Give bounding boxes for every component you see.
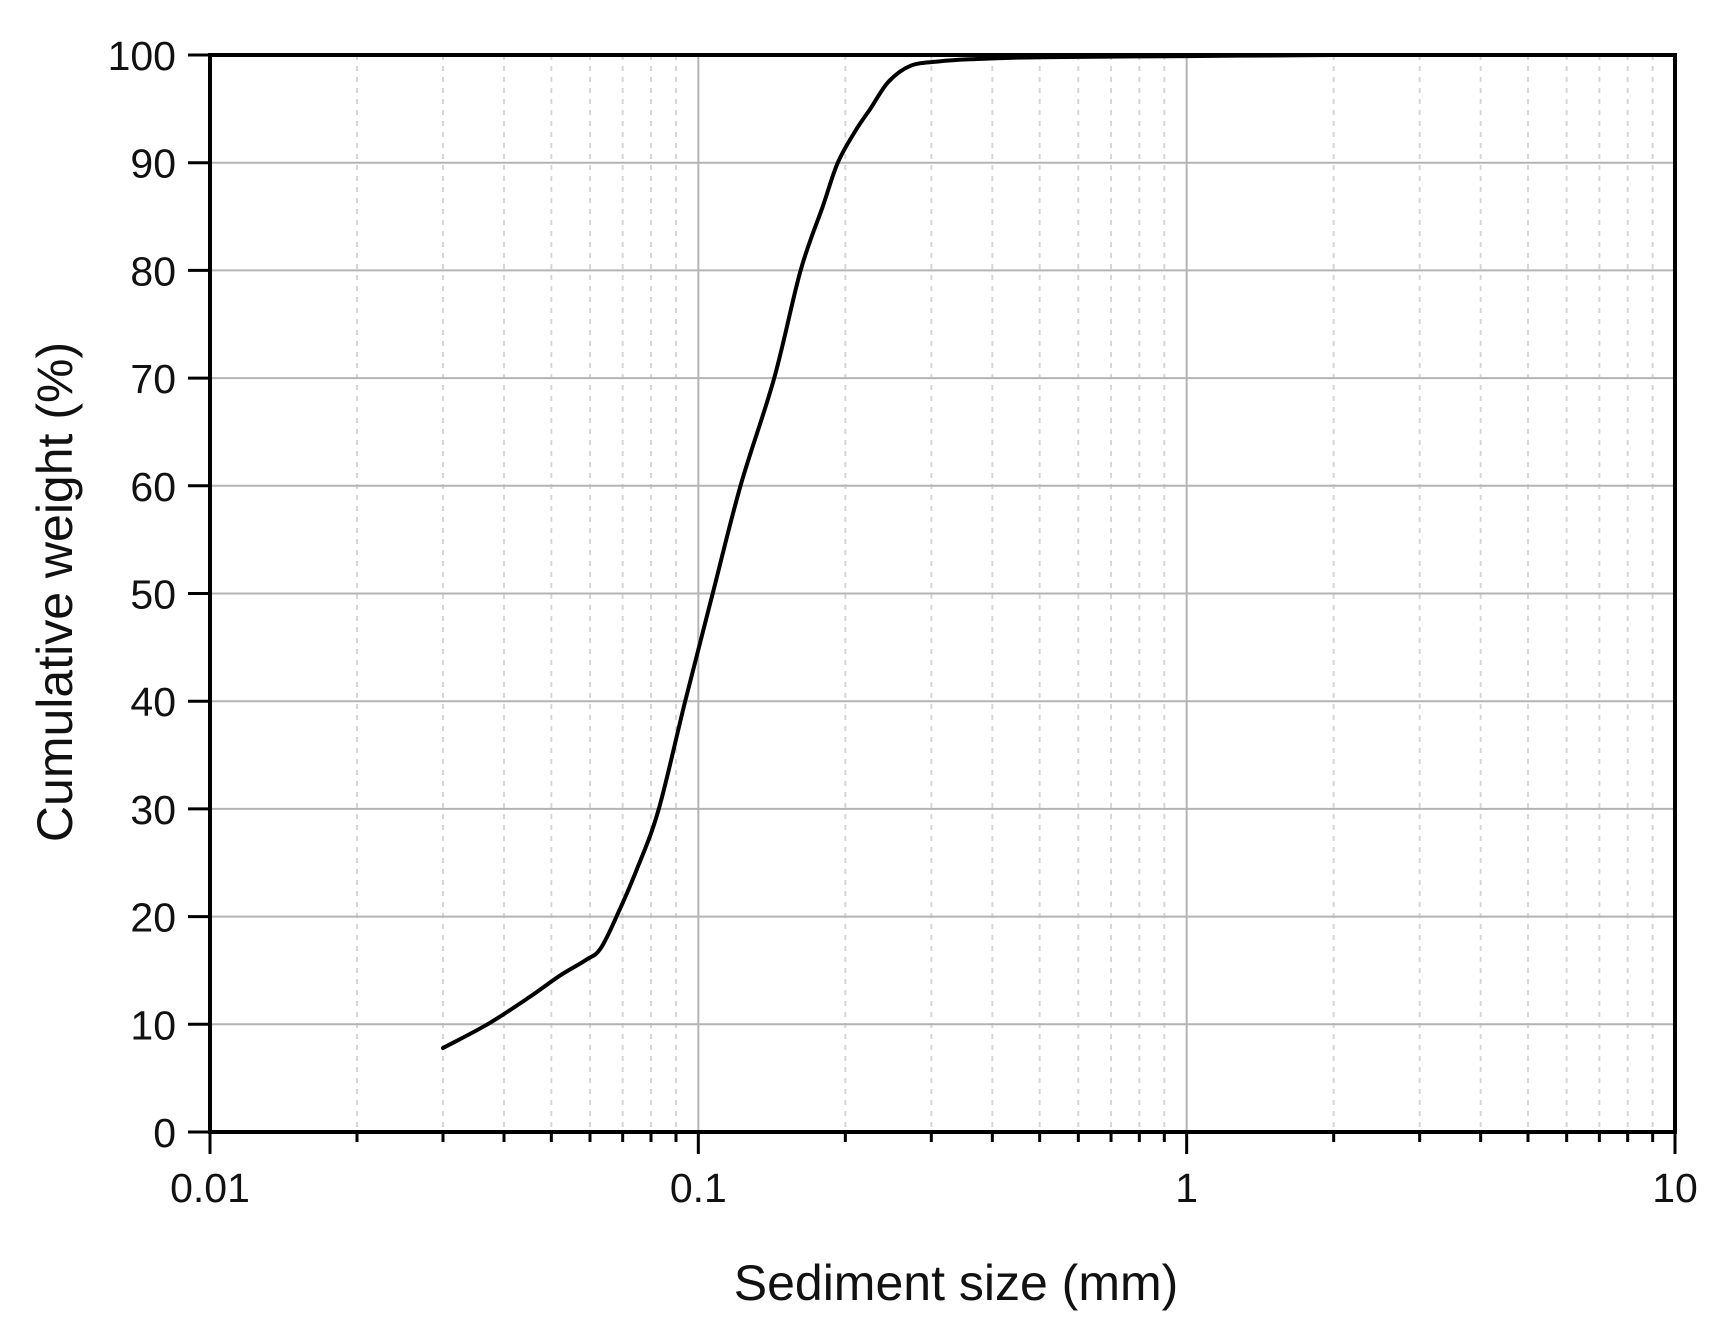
y-tick-label: 20 [130,895,176,941]
minor-gridlines [356,55,1654,1132]
major-gridlines [209,54,1676,1133]
y-tick-label: 60 [130,464,176,510]
axis-ticks [188,53,1677,1154]
y-tick-label: 0 [153,1110,176,1156]
y-tick-label: 70 [130,356,176,402]
x-axis-title: Sediment size (mm) [734,1255,1179,1311]
x-tick-label: 10 [1652,1165,1698,1211]
x-tick-labels: 0.01 0.1 1 10 [170,1165,1698,1211]
y-tick-label: 90 [130,141,176,187]
x-tick-label: 0.1 [670,1165,727,1211]
y-tick-label: 40 [130,679,176,725]
x-tick-label: 1 [1175,1165,1198,1211]
y-tick-label: 30 [130,787,176,833]
x-tick-label: 0.01 [170,1165,250,1211]
y-tick-label: 50 [130,572,176,618]
y-tick-label: 10 [130,1002,176,1048]
y-tick-label: 80 [130,248,176,294]
y-tick-label: 100 [108,33,176,79]
y-axis-title: Cumulative weight (%) [27,342,83,842]
y-tick-labels: 0 10 20 30 40 50 60 70 80 90 100 [108,33,176,1156]
cumulative-curve [441,52,1422,1050]
